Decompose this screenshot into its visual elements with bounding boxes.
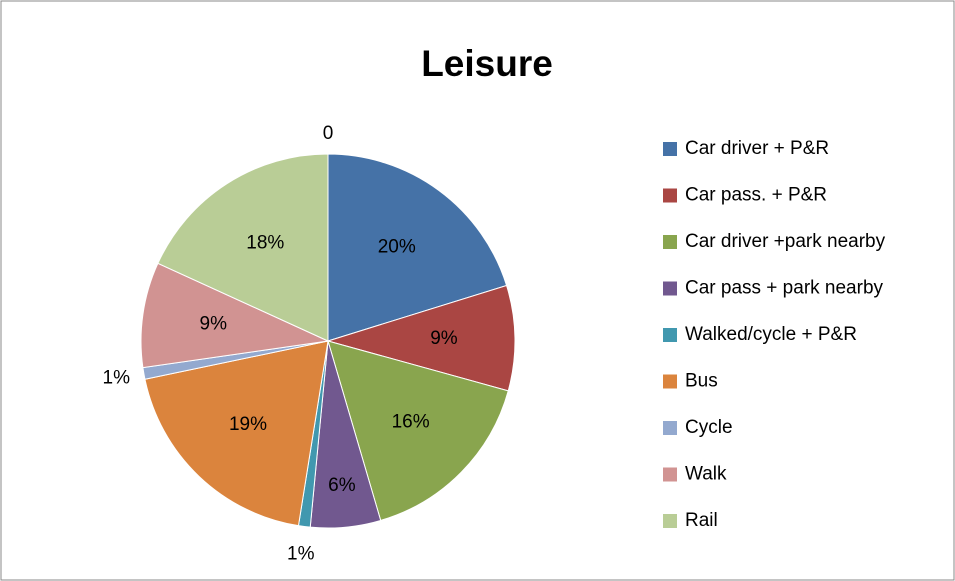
data-label: 16% (392, 411, 430, 432)
data-label: 1% (103, 367, 131, 388)
pie-slice (326, 284, 516, 392)
legend-label: Cycle (685, 417, 733, 438)
chart-title: Leisure (421, 43, 553, 84)
legend-label: Walk (685, 464, 727, 485)
data-label: 0 (323, 123, 334, 144)
legend-swatch (663, 467, 677, 482)
legend-swatch (663, 188, 677, 203)
legend-swatch (663, 421, 677, 435)
legend-label: Car pass. + P&R (685, 185, 827, 206)
pie-slice (327, 340, 509, 522)
pie-slice (157, 153, 329, 342)
legend-swatch (663, 142, 677, 156)
data-label: 19% (229, 414, 267, 435)
pie-slice (144, 340, 329, 527)
data-label: 6% (328, 475, 356, 496)
pie-slice (327, 153, 508, 342)
data-label: 20% (378, 237, 416, 258)
legend-label: Car driver +park nearby (685, 231, 886, 252)
data-label: 9% (200, 314, 228, 335)
data-label: 1% (287, 543, 315, 564)
legend-label: Bus (685, 371, 718, 392)
legend-swatch (663, 235, 677, 249)
legend-swatch (663, 281, 677, 296)
legend-label: Car driver + P&R (685, 138, 829, 159)
pie-slice (140, 262, 330, 369)
legend-label: Rail (685, 510, 718, 531)
data-label: 18% (246, 232, 284, 253)
legend-swatch (663, 328, 677, 342)
legend-swatch (663, 514, 677, 528)
legend-swatch (663, 374, 677, 389)
legend-label: Car pass + park nearby (685, 278, 884, 299)
data-label: 9% (430, 328, 458, 349)
legend-label: Walked/cycle + P&R (685, 324, 857, 345)
